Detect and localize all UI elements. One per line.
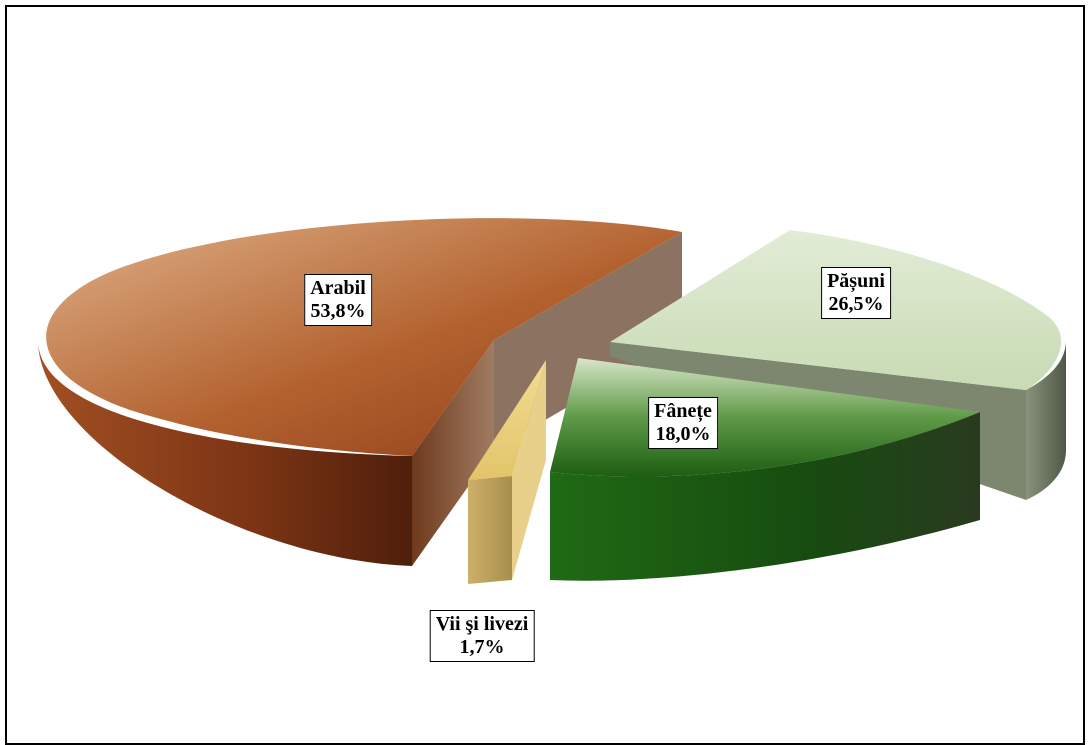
data-label-fanete: Fânețe 18,0% <box>648 397 718 449</box>
pie-slice-arabil-cut <box>412 340 494 566</box>
data-label-pasuni-value: 26,5% <box>828 293 884 315</box>
data-label-vii-si-livezi: Vii şi livezi 1,7% <box>429 610 535 662</box>
pie-slice-vii-top <box>468 360 546 480</box>
data-label-pasuni-name: Pășuni <box>827 270 885 292</box>
data-label-arabil-name: Arabil <box>310 277 366 299</box>
data-label-fanete-name: Fânețe <box>654 400 712 422</box>
data-label-vii-value: 1,7% <box>459 636 505 658</box>
pie-slice-vii-cut <box>512 360 546 580</box>
pie-slice-vii-si-livezi <box>468 360 546 584</box>
pie-slice-fanete-side <box>550 412 980 581</box>
pie-slice-arabil-top <box>46 218 683 456</box>
pie-slice-vii-side <box>468 476 512 584</box>
data-label-fanete-value: 18,0% <box>655 423 711 445</box>
data-label-arabil-value: 53,8% <box>310 300 366 322</box>
data-label-pasuni: Pășuni 26,5% <box>821 267 891 319</box>
pie-slice-arabil <box>38 218 683 566</box>
pie-slice-pasuni-side <box>1026 340 1066 500</box>
data-label-arabil: Arabil 53,8% <box>304 274 372 326</box>
data-label-vii-name: Vii şi livezi <box>435 613 529 635</box>
pie-slice-arabil-side <box>38 340 412 566</box>
